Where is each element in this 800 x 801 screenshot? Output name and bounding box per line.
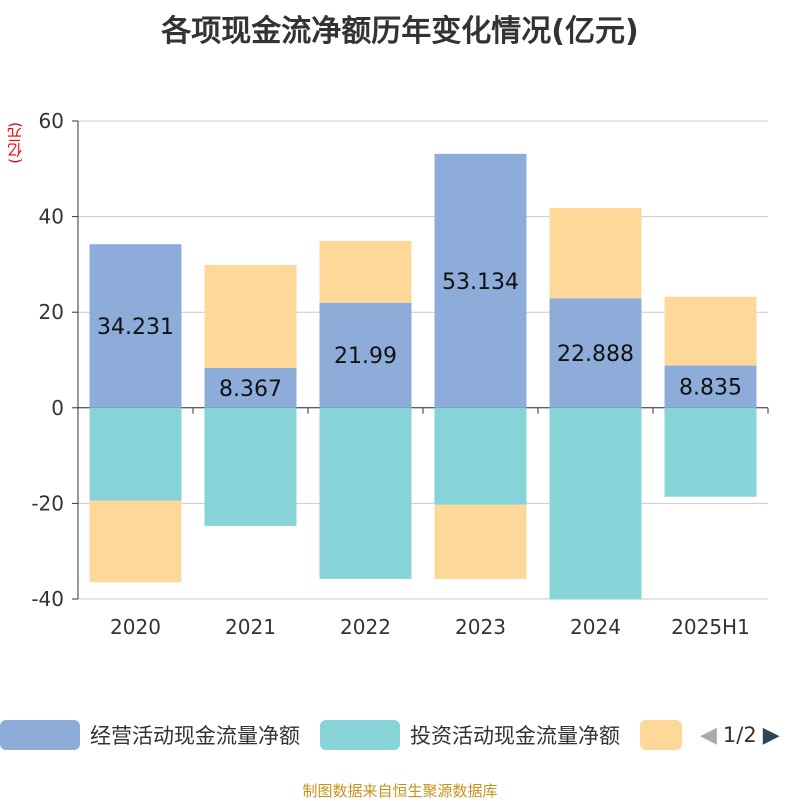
x-tick-label: 2025H1 [671, 615, 750, 639]
bar-series0 [434, 153, 527, 408]
chart-title: 各项现金流净额历年变化情况(亿元) [161, 14, 639, 49]
data-label: 21.99 [334, 344, 397, 369]
y-tick-label: 20 [39, 300, 64, 324]
y-tick-label: 40 [39, 205, 64, 229]
bar-series2 [204, 265, 297, 368]
bar-series0 [549, 298, 642, 408]
x-tick-label: 2023 [455, 615, 506, 639]
data-label: 8.835 [679, 376, 742, 401]
legend-item-third[interactable] [640, 718, 692, 752]
x-tick-label: 2020 [110, 615, 161, 639]
legend-label: 投资活动现金流量净额 [410, 724, 620, 748]
bar-series1 [549, 407, 642, 600]
y-tick-label: 0 [51, 396, 64, 420]
bar-series0 [664, 365, 757, 408]
next-page-icon[interactable]: ▶ [762, 722, 780, 748]
data-label: 53.134 [442, 270, 519, 295]
bar-series1 [204, 407, 297, 526]
bar-series1 [89, 407, 182, 501]
y-tick-label: 60 [39, 109, 64, 133]
bar-series2 [89, 500, 182, 583]
bar-series2 [319, 241, 412, 303]
data-label: 8.367 [219, 377, 282, 402]
legend-label: 经营活动现金流量净额 [90, 724, 300, 748]
bar-series0 [89, 244, 182, 408]
bar-series2 [664, 296, 757, 366]
prev-page-icon[interactable]: ◀ [700, 722, 717, 748]
legend-item-operating[interactable]: 经营活动现金流量净额 [0, 718, 300, 752]
source-note: 制图数据来自恒生聚源数据库 [302, 782, 498, 800]
bar-series2 [549, 208, 642, 299]
legend-swatch [320, 720, 400, 750]
bar-series0 [204, 367, 297, 408]
x-tick-label: 2022 [340, 615, 391, 639]
legend-item-investing[interactable]: 投资活动现金流量净额 [320, 718, 620, 752]
legend-page-text: 1/2 [722, 723, 757, 747]
bar-series1 [434, 407, 527, 505]
data-label: 22.888 [557, 342, 634, 367]
bar-series1 [319, 407, 412, 579]
legend-pager: ◀ 1/2 ▶ [700, 718, 780, 752]
x-tick-label: 2021 [225, 615, 276, 639]
x-tick-label: 2024 [570, 615, 621, 639]
bar-series2 [434, 504, 527, 579]
data-label: 34.231 [97, 315, 174, 340]
y-tick-label: -40 [31, 587, 64, 611]
bar-series0 [319, 302, 412, 408]
bar-series1 [664, 407, 757, 497]
legend-swatch [640, 720, 682, 750]
legend-swatch [0, 720, 80, 750]
y-tick-label: -20 [31, 491, 64, 515]
